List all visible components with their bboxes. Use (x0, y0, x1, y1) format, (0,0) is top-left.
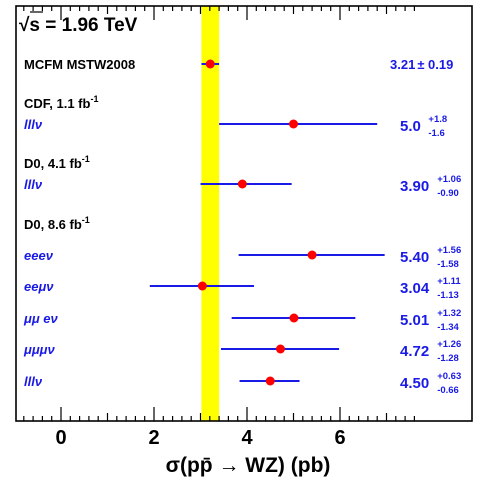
row-heading: CDF, 1.1 fb-1 (24, 94, 98, 111)
value-err-down: -0.66 (437, 385, 459, 396)
value-err-down: -1.34 (437, 322, 459, 333)
x-tick-label: 0 (55, 427, 66, 449)
value-text: 5.40 (400, 249, 429, 266)
value-err-up: +1.26 (437, 339, 461, 350)
channel-label: eeμν (24, 279, 54, 294)
row-heading-sup: -1 (82, 215, 90, 225)
value-sym-error: ± 0.19 (417, 57, 453, 72)
chart-title: √s = 1.96 TeV (19, 15, 138, 36)
data-point (289, 119, 298, 129)
value-err-down: -1.58 (437, 259, 459, 270)
value-err-up: +0.63 (437, 371, 461, 382)
value-err-up: +1.32 (437, 308, 461, 319)
value-err-up: +1.11 (437, 276, 461, 287)
row-heading: D0, 8.6 fb-1 (24, 215, 90, 232)
channel-label: eeeν (24, 248, 54, 263)
value-err-up: +1.8 (428, 114, 447, 125)
channel-label: μμμν (23, 342, 56, 357)
channel-label: lllν (24, 117, 43, 132)
value-err-up: +1.56 (437, 245, 461, 256)
row-heading: MCFM MSTW2008 (24, 57, 135, 72)
value-text: 4.72 (400, 343, 429, 360)
value-err-up: +1.06 (437, 174, 461, 185)
data-point (275, 344, 285, 354)
value-text: 3.90 (400, 178, 429, 195)
value-err-down: -1.6 (428, 128, 444, 139)
x-axis-label: σ(pp̄ → WZ) (pb) (166, 454, 331, 477)
value-err-down: -1.28 (437, 353, 459, 364)
data-point (205, 59, 215, 69)
value-text: 5.0 (400, 118, 421, 135)
x-tick-label: 6 (334, 427, 345, 449)
theory-band (201, 6, 220, 421)
x-tick-label: 2 (148, 427, 159, 449)
value-text: 3.04 (400, 280, 430, 297)
value-err-down: -0.90 (437, 188, 459, 199)
data-point (265, 376, 275, 386)
value-text: 4.50 (400, 375, 429, 392)
channel-label: μμ eν (23, 311, 59, 326)
row-heading-sup: -1 (82, 154, 90, 164)
data-point (197, 281, 207, 291)
data-point (237, 179, 247, 189)
value-text: 3.21 ± 0.19 (390, 57, 453, 72)
value-text: 5.01 (400, 312, 429, 329)
plot-frame (15, 5, 473, 422)
row-heading: D0, 4.1 fb-1 (24, 154, 90, 171)
data-point (307, 250, 317, 260)
value-err-down: -1.13 (437, 290, 459, 301)
channel-label: lllν (24, 177, 43, 192)
channel-label: lllν (24, 374, 43, 389)
x-tick-label: 4 (241, 427, 253, 449)
data-point (289, 313, 299, 323)
row-heading-sup: -1 (90, 94, 98, 104)
